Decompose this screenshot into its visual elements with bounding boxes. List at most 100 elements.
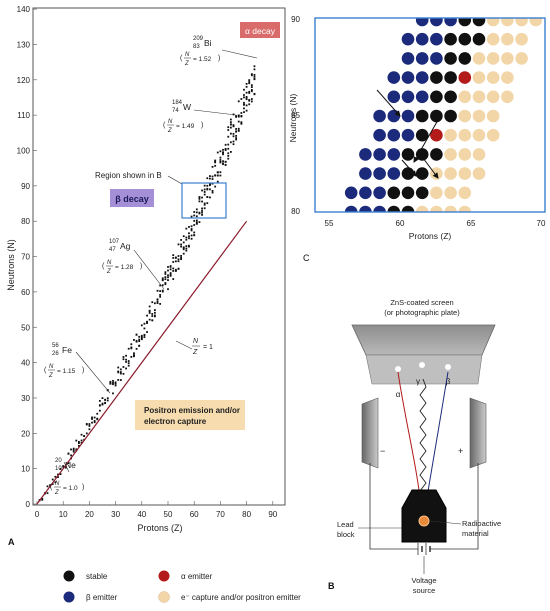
- nuclide-dot: [229, 121, 232, 124]
- nuclide-dot: [156, 300, 159, 303]
- nuclide-dot: [154, 311, 156, 314]
- zoom-nuclide-grid: [344, 18, 543, 212]
- nuclide-dot: [114, 381, 117, 384]
- nuclide-dot: [190, 215, 193, 218]
- nuclide-dot: [46, 485, 49, 488]
- nuclide-dot: [232, 124, 235, 127]
- panel-zoom-chart: 90 85 80 55 60 65 70 Protons (Z) Neutron…: [288, 15, 546, 263]
- nuclide-dot: [232, 140, 235, 143]
- nuclide-dot: [211, 182, 214, 185]
- panel-a-y-tick-10: 10: [21, 465, 30, 474]
- nuclide-dot: [125, 358, 127, 361]
- alpha-decay-box: [240, 22, 280, 38]
- zoom-nuclide: [444, 71, 457, 84]
- n-equals-z-label: N Z = 1: [175, 338, 213, 356]
- nuclide-dot: [85, 432, 88, 435]
- svg-text:(: (: [102, 263, 105, 270]
- zoom-nuclide: [387, 109, 401, 123]
- nuclide-dot: [245, 85, 248, 88]
- zoom-frame: [314, 17, 546, 213]
- nuclide-dot: [98, 404, 101, 407]
- zoom-nuclide: [344, 205, 358, 212]
- screen-bottom-edge: [365, 354, 483, 385]
- nuclide-dot: [51, 478, 54, 481]
- zoom-nuclide: [430, 32, 443, 46]
- svg-text:= 1.49: = 1.49: [176, 123, 195, 130]
- panel-a-x-tick-20: 20: [85, 510, 94, 519]
- nuclide-dot: [193, 219, 196, 222]
- panel-a-y-tick-50: 50: [21, 323, 30, 332]
- nuclide-dot: [201, 189, 203, 192]
- nuclide-dot: [164, 276, 167, 278]
- nuclide-dot: [148, 305, 151, 308]
- nuclide-dot: [161, 290, 164, 293]
- zoom-nuclide: [415, 18, 429, 27]
- nuclide-dot: [180, 258, 182, 261]
- nuclide-dot: [106, 397, 109, 400]
- nuclide-dot: [138, 340, 141, 343]
- nuclide-dot: [148, 310, 151, 313]
- zoom-x-tick-70: 70: [537, 219, 546, 228]
- nuclide-dot: [46, 492, 49, 495]
- svg-text:Ne: Ne: [65, 460, 76, 470]
- nuclide-dot: [72, 449, 75, 451]
- svg-text:N: N: [168, 119, 173, 125]
- nuclide-dot: [245, 109, 248, 112]
- voltage-label-2: source: [413, 586, 436, 595]
- zoom-nuclide: [472, 128, 486, 142]
- zoom-nuclide: [458, 52, 472, 65]
- svg-text:10: 10: [55, 466, 62, 472]
- positron-line-1: Positron emission and/or: [144, 406, 240, 415]
- nuclide-dot: [112, 392, 114, 395]
- apparatus-diagram: ZnS-coated screen (or photographic plate…: [328, 298, 501, 595]
- nuclide-dot: [135, 347, 138, 350]
- nuclide-dot: [214, 159, 217, 162]
- nuclide-dot: [198, 197, 201, 200]
- nuclide-dot: [133, 339, 135, 341]
- nuclide-dot: [201, 211, 203, 214]
- panel-a-x-tick-80: 80: [242, 510, 251, 519]
- svg-text:26: 26: [52, 351, 59, 357]
- svg-text:N: N: [193, 338, 199, 345]
- zoom-nuclide: [486, 32, 500, 46]
- zoom-nuclide: [430, 205, 443, 212]
- nuclide-dot: [253, 93, 256, 96]
- nuclide-dot: [151, 319, 154, 322]
- nuclide-dot: [119, 379, 122, 381]
- nuclide-dot: [167, 279, 169, 282]
- zoom-nuclide: [401, 52, 415, 65]
- legend-capture-label: e⁻ capture and/or positron emitter: [181, 593, 301, 602]
- nuclide-dot: [133, 355, 135, 358]
- radioactive-label-1: Radioactive: [462, 519, 501, 528]
- nuclide-dot: [211, 178, 214, 180]
- nuclide-dot: [188, 237, 190, 240]
- zoom-nuclide: [415, 167, 429, 180]
- nuclide-dot: [117, 379, 120, 381]
- nuclide-dot: [203, 202, 206, 205]
- nuclide-dot: [88, 423, 91, 425]
- legend-alpha-label: α emitter: [181, 572, 213, 581]
- nuclide-dot: [159, 295, 162, 298]
- nuclide-dot: [169, 274, 172, 277]
- zoom-nuclide: [444, 109, 457, 123]
- nuclide-dot: [201, 200, 203, 203]
- decay-arrow-4: [401, 159, 417, 177]
- nuclide-dot: [93, 421, 96, 424]
- nuclide-dot: [151, 301, 154, 304]
- svg-text:): ): [140, 263, 142, 270]
- nuclide-dot: [180, 243, 182, 246]
- zoom-nuclide: [430, 52, 443, 65]
- nuclide-dot: [243, 88, 245, 91]
- nuclide-dot: [112, 379, 114, 382]
- nuclide-dot: [172, 256, 175, 259]
- nuclide-dot: [198, 221, 201, 223]
- panel-a-y-tick-110: 110: [17, 111, 30, 120]
- zoom-nuclide: [444, 205, 457, 212]
- lead-block-label-1: Lead: [337, 520, 354, 529]
- battery-icon: [417, 543, 431, 555]
- nuclide-fe: 56 26 Fe ( N Z = 1.15 ): [44, 343, 111, 394]
- zoom-nuclide: [415, 186, 429, 200]
- panel-a-ticks: 0 10 20 30 40 50 60 70 80 90 0 10 20 30 40 50 60 70 80 90 10…: [17, 5, 278, 519]
- nuclide-dot: [64, 466, 67, 469]
- nuclide-dot: [248, 81, 251, 83]
